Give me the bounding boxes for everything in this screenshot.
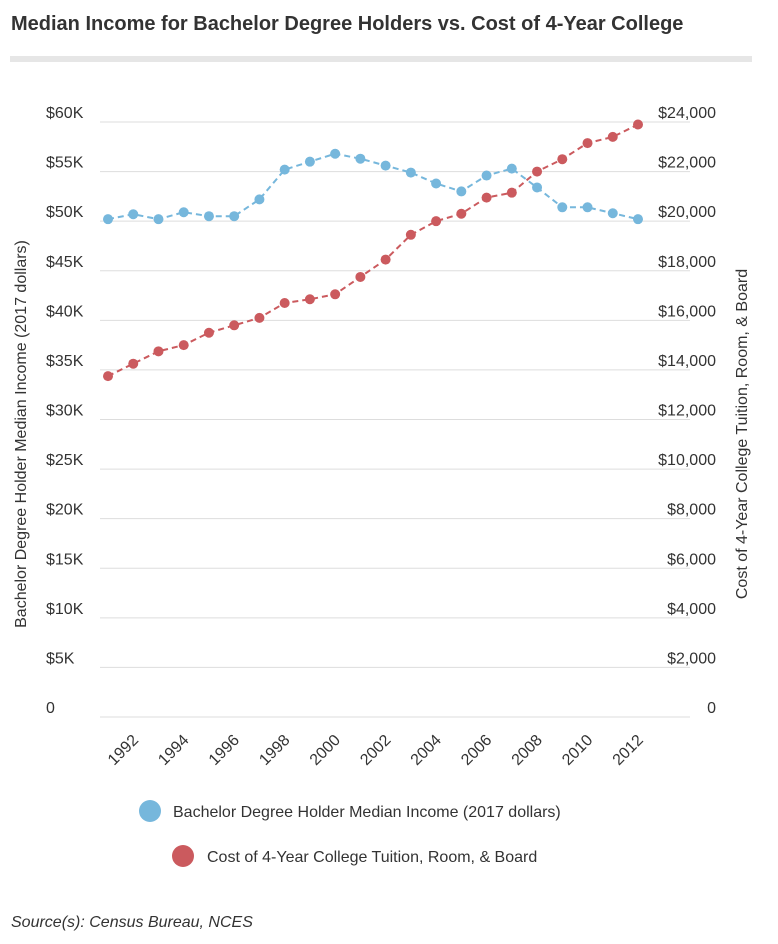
right-tick-label: $16,000 <box>658 303 716 320</box>
left-tick-label: 0 <box>46 700 55 717</box>
right-tick-label: $20,000 <box>658 204 716 221</box>
right-tick-label: $8,000 <box>667 502 716 519</box>
right-tick-label: 0 <box>707 700 716 717</box>
title-divider <box>10 56 752 62</box>
x-tick-label: 1994 <box>155 732 192 769</box>
left-tick-label: $50K <box>46 204 84 221</box>
cost-point <box>153 346 164 357</box>
x-tick-label: 1996 <box>206 732 243 769</box>
dual-axis-line-chart: 0 $5K $10K $15K $20K $25K $30K $35K $40K $45K $50K… <box>13 105 751 867</box>
cost-point <box>380 254 391 265</box>
right-tick-label: $18,000 <box>658 254 716 271</box>
x-tick-label: 2002 <box>357 732 394 769</box>
cost-point <box>431 216 442 227</box>
income-point <box>607 208 618 219</box>
cost-point <box>128 358 139 369</box>
income-point <box>405 167 416 178</box>
x-tick-label: 2012 <box>610 732 647 769</box>
cost-point <box>633 119 643 130</box>
income-point <box>557 202 568 213</box>
legend-marker-income <box>139 800 161 822</box>
cost-point <box>506 187 517 198</box>
income-point <box>330 148 341 159</box>
income-point <box>304 156 315 167</box>
right-tick-label: $2,000 <box>667 650 716 667</box>
cost-point <box>355 271 366 282</box>
left-tick-label: $35K <box>46 353 84 370</box>
right-tick-label: $4,000 <box>667 601 716 618</box>
cost-point <box>178 340 189 351</box>
x-tick-label: 2010 <box>559 732 596 769</box>
x-tick-label: 1992 <box>105 732 142 769</box>
cost-point <box>405 229 416 240</box>
left-tick-label: $45K <box>46 254 84 271</box>
x-tick-label: 2008 <box>509 732 546 769</box>
left-tick-label: $60K <box>46 105 84 122</box>
cost-point <box>607 131 618 142</box>
income-point <box>203 211 214 222</box>
right-tick-label: $12,000 <box>658 403 716 420</box>
income-point <box>153 214 164 225</box>
right-axis-ticks: 0 $2,000 $4,000 $6,000 $8,000 $10,000 $12,000 $… <box>658 105 716 717</box>
x-tick-label: 1998 <box>256 732 293 769</box>
cost-point <box>203 327 214 338</box>
income-point <box>481 170 492 181</box>
cost-point <box>330 289 341 300</box>
cost-point <box>532 166 543 177</box>
income-point <box>532 182 543 193</box>
x-tick-label: 2000 <box>307 732 344 769</box>
source-note: Source(s): Census Bureau, NCES <box>11 914 253 931</box>
income-point <box>178 207 189 218</box>
series-line-income <box>107 152 639 221</box>
left-tick-label: $55K <box>46 155 84 172</box>
left-tick-label: $5K <box>46 650 75 667</box>
income-point <box>456 186 467 197</box>
income-point <box>229 211 240 222</box>
right-tick-label: $6,000 <box>667 551 716 568</box>
income-point <box>128 209 139 220</box>
cost-point <box>582 138 593 149</box>
right-tick-label: $10,000 <box>658 452 716 469</box>
legend: Bachelor Degree Holder Median Income (20… <box>139 800 561 867</box>
cost-point <box>279 297 290 308</box>
left-tick-label: $30K <box>46 403 84 420</box>
left-tick-label: $40K <box>46 303 84 320</box>
cost-point <box>103 371 113 382</box>
right-axis-title: Cost of 4-Year College Tuition, Room, & … <box>734 269 751 599</box>
right-tick-label: $22,000 <box>658 155 716 172</box>
cost-point <box>304 294 315 305</box>
left-tick-label: $25K <box>46 452 84 469</box>
legend-marker-cost <box>172 845 194 867</box>
legend-label-cost: Cost of 4-Year College Tuition, Room, & … <box>207 849 537 866</box>
income-point <box>254 194 265 205</box>
right-tick-label: $14,000 <box>658 353 716 370</box>
legend-label-income: Bachelor Degree Holder Median Income (20… <box>173 804 561 821</box>
series-layer <box>103 119 643 382</box>
income-point <box>633 214 643 225</box>
left-tick-label: $15K <box>46 551 84 568</box>
income-point <box>431 178 442 189</box>
cost-point <box>229 320 240 331</box>
cost-point <box>456 208 467 219</box>
gridlines <box>100 121 690 718</box>
left-axis-ticks: 0 $5K $10K $15K $20K $25K $30K $35K $40K $45K $50K… <box>46 105 84 717</box>
income-point <box>355 153 366 164</box>
income-point <box>279 164 290 175</box>
x-tick-label: 2006 <box>458 732 495 769</box>
income-point <box>380 160 391 171</box>
cost-point <box>557 154 568 165</box>
cost-point <box>254 312 265 323</box>
income-point <box>103 214 113 225</box>
income-point <box>506 163 517 174</box>
left-tick-label: $10K <box>46 601 84 618</box>
x-tick-label: 2004 <box>408 732 445 769</box>
income-point <box>582 202 593 213</box>
right-tick-label: $24,000 <box>658 105 716 122</box>
chart-title: Median Income for Bachelor Degree Holder… <box>11 13 684 35</box>
cost-point <box>481 192 492 203</box>
left-axis-title: Bachelor Degree Holder Median Income (20… <box>13 240 30 628</box>
x-axis-ticks: 1992 1994 1996 1998 2000 2002 2004 2006 2008 2010… <box>105 732 647 769</box>
left-tick-label: $20K <box>46 502 84 519</box>
